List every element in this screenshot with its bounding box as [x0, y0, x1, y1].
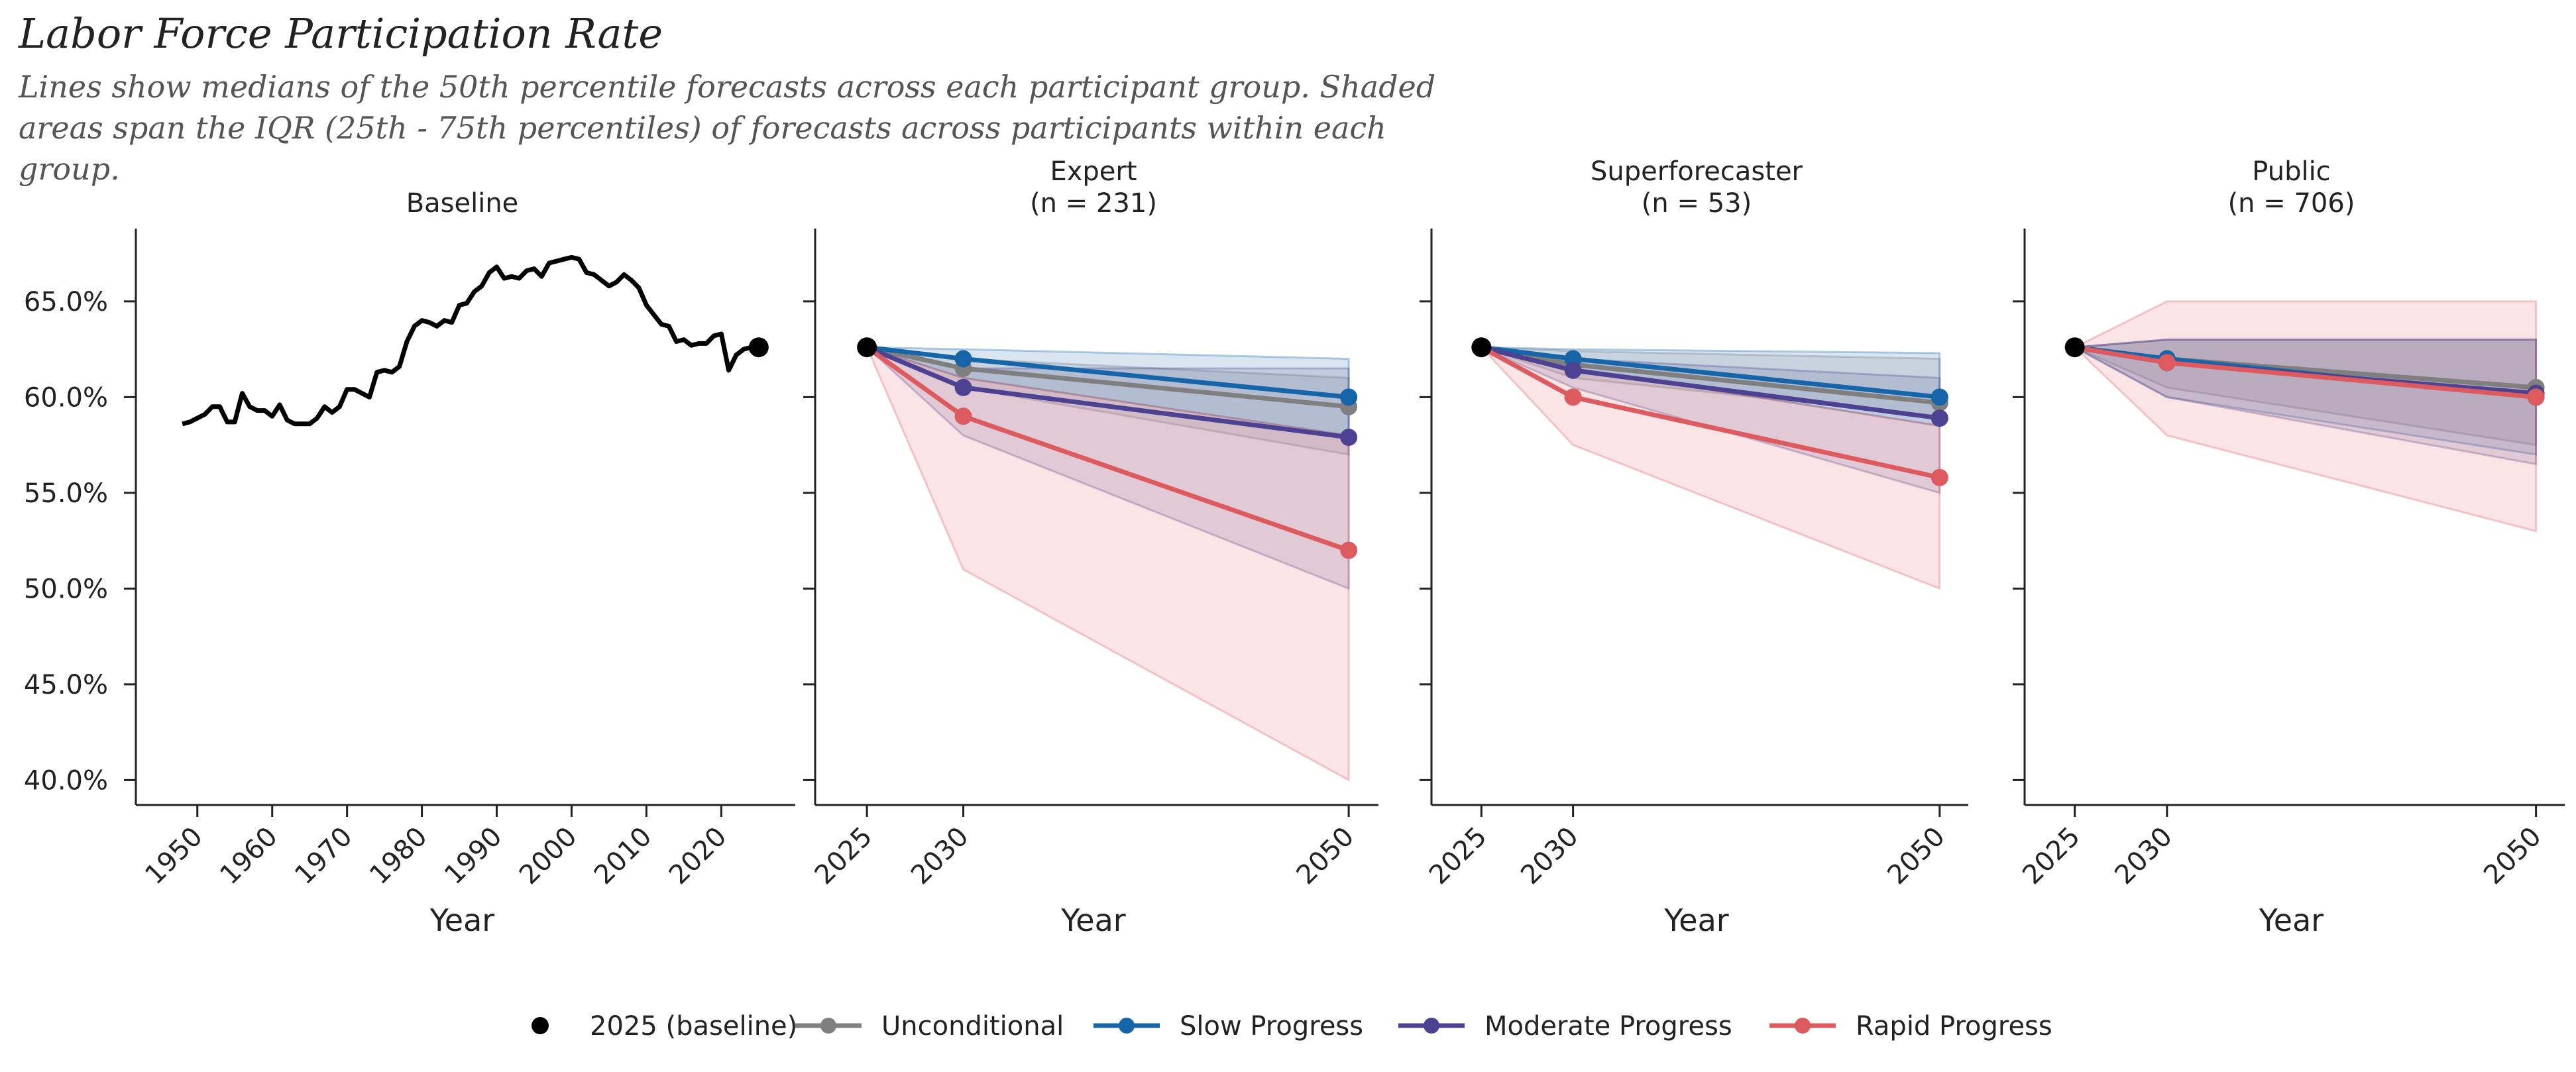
legend-label: Slow Progress [1180, 1011, 1363, 1042]
rapid-point [1931, 468, 1948, 486]
y-tick-label: 40.0% [24, 765, 108, 796]
x-tick-label: 2030 [905, 822, 975, 891]
legend-label: 2025 (baseline) [590, 1011, 797, 1042]
slow-point [954, 350, 972, 368]
x-tick-label: 2050 [1291, 822, 1361, 891]
moderate-point [1340, 429, 1358, 447]
rapid-point [1564, 388, 1582, 406]
legend-label: Rapid Progress [1856, 1011, 2052, 1042]
legend-label: Moderate Progress [1484, 1011, 1732, 1042]
panel-subtitle: (n = 706) [2228, 188, 2355, 219]
x-tick-label: 2050 [1881, 822, 1951, 891]
legend-item-unconditional: Unconditional [795, 1011, 1064, 1042]
panel-superforecaster: Superforecaster(n = 53) 2025 2030 2050 Year [1420, 156, 1968, 938]
x-tick-label: 2030 [1515, 822, 1585, 891]
legend-marker [1795, 1018, 1811, 1034]
baseline-2025-point [748, 337, 769, 358]
x-axis-label: Year [1663, 902, 1728, 938]
panel-title: Expert [1050, 156, 1137, 187]
x-tick-label: 2010 [588, 822, 658, 891]
rapid-point [2158, 354, 2176, 372]
legend: 2025 (baseline) Unconditional Slow Progres… [532, 1011, 2052, 1042]
legend-marker [1424, 1018, 1439, 1034]
panel-title: Superforecaster [1591, 156, 1803, 187]
x-tick-label: 2025 [809, 822, 879, 891]
panel-subtitle: (n = 53) [1642, 188, 1752, 219]
panel-title: Public [2252, 156, 2330, 187]
x-tick-label: 1950 [139, 822, 209, 891]
legend-item-slow: Slow Progress [1093, 1011, 1363, 1042]
x-tick-label: 2025 [2017, 822, 2086, 891]
moderate-point [954, 378, 972, 396]
panel-title: Baseline [406, 188, 519, 219]
legend-item-rapid: Rapid Progress [1769, 1011, 2052, 1042]
y-tick-label: 55.0% [24, 478, 108, 509]
x-tick-label: 2000 [514, 822, 583, 891]
rapid-iqr-band [2073, 300, 2538, 533]
y-tick-label: 60.0% [24, 382, 108, 413]
panel-subtitle: (n = 231) [1030, 188, 1157, 219]
x-tick-label: 2025 [1424, 822, 1493, 891]
moderate-point [1931, 409, 1948, 427]
panel-baseline: Baseline 40.0% 45.0% 50.0% 55.0% 60.0% 65.0% 19… [24, 188, 795, 938]
legend-item-baseline: 2025 (baseline) [532, 1011, 797, 1042]
baseline-2025-point [857, 337, 877, 358]
rapid-point [2527, 388, 2545, 406]
x-tick-label: 2030 [2109, 822, 2178, 891]
chart-title: Labor Force Participation Rate [19, 9, 663, 58]
legend-marker [820, 1018, 836, 1034]
x-tick-label: 2050 [2478, 822, 2548, 891]
unconditional-iqr-band [1481, 346, 1941, 417]
y-tick-label: 50.0% [24, 574, 108, 604]
slow-point [1340, 388, 1358, 406]
legend-marker [532, 1017, 549, 1034]
x-tick-label: 2020 [663, 822, 733, 891]
slow-point [1931, 388, 1948, 406]
y-tick-label: 45.0% [24, 670, 108, 700]
rapid-point [1340, 541, 1358, 559]
y-tick-label: 65.0% [24, 287, 108, 317]
x-axis-label: Year [1060, 902, 1125, 938]
rapid-iqr-band [865, 345, 1350, 782]
x-tick-label: 1960 [214, 822, 284, 891]
baseline-2025-point [1471, 337, 1492, 358]
x-axis-label: Year [2259, 902, 2324, 938]
baseline-2025-point [2064, 337, 2085, 358]
panel-public: Public(n = 706) 2025 2030 2050 Year [2013, 156, 2565, 938]
chart-subtitle: Lines show medians of the 50th percentil… [19, 69, 1436, 187]
panel-expert: Expert(n = 231) 2025 2030 2050 Year [803, 156, 1378, 938]
x-tick-label: 1990 [439, 822, 508, 891]
rapid-point [954, 407, 972, 425]
x-tick-label: 1970 [289, 822, 359, 891]
legend-item-moderate: Moderate Progress [1398, 1011, 1732, 1042]
legend-label: Unconditional [881, 1011, 1064, 1042]
legend-marker [1119, 1018, 1135, 1034]
baseline-series-line [182, 254, 752, 427]
x-axis-label: Year [429, 902, 494, 938]
moderate-point [1564, 361, 1582, 379]
x-tick-label: 1980 [364, 822, 433, 891]
